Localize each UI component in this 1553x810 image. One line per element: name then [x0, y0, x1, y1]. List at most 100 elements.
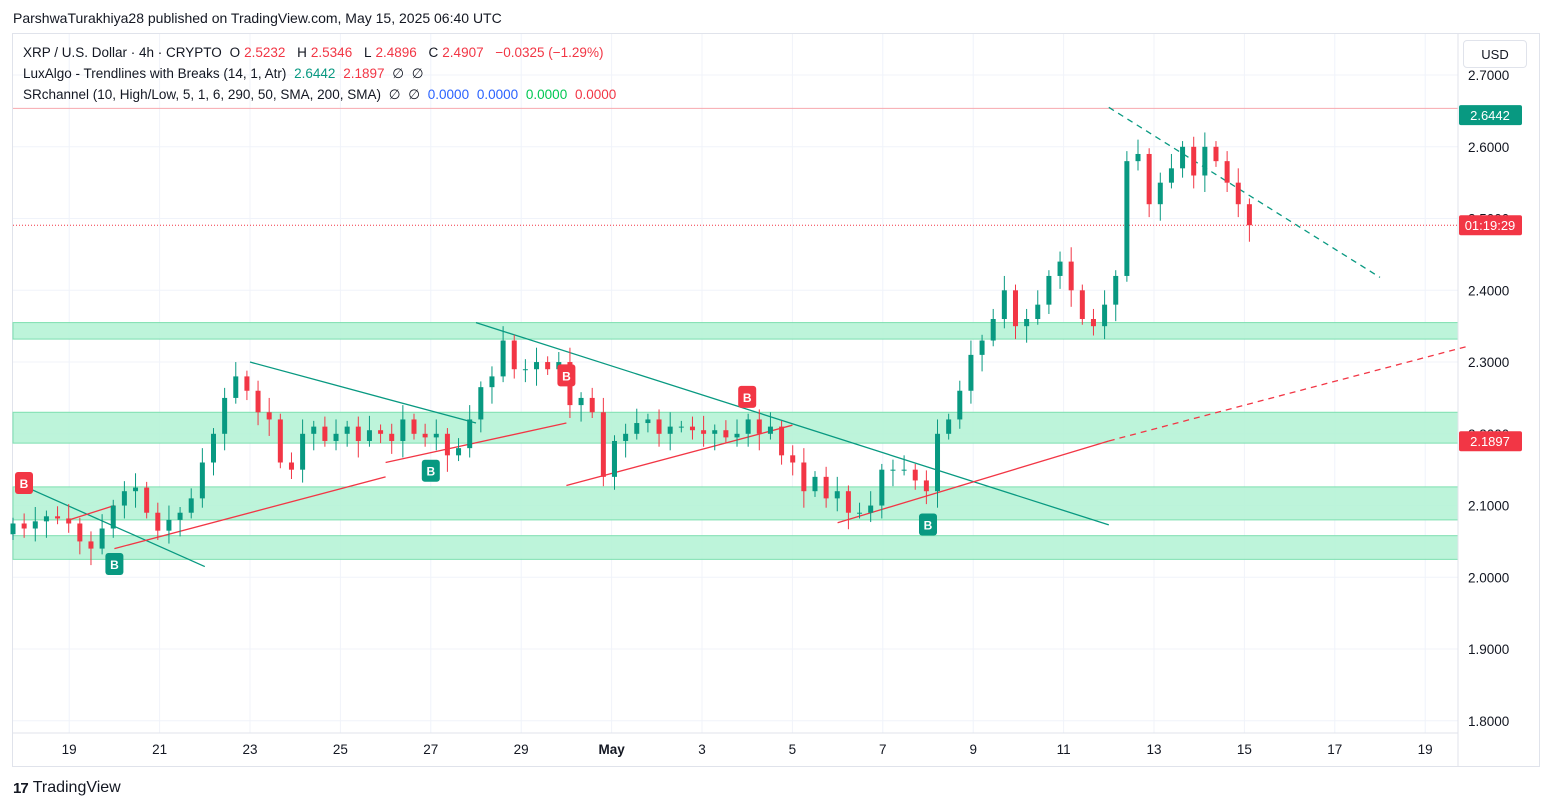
candle-up: [500, 340, 506, 377]
sr-zone: [12, 535, 1459, 560]
candle-down: [322, 426, 328, 441]
candle-up: [166, 519, 172, 531]
candle-up: [188, 498, 194, 513]
tradingview-logo[interactable]: 17 TradingView: [13, 779, 121, 797]
candle-up: [1102, 304, 1108, 327]
sr-value-1: 0.0000: [427, 87, 470, 102]
luxalgo-legend[interactable]: LuxAlgo - Trendlines with Breaks (14, 1,…: [23, 66, 428, 82]
candle-up: [522, 369, 528, 371]
bull-trendline: [837, 440, 1109, 524]
candle-up: [1157, 182, 1163, 205]
luxalgo-name[interactable]: LuxAlgo - Trendlines with Breaks (14, 1,…: [23, 66, 287, 81]
sr-value-2: 0.0000: [476, 87, 519, 102]
candle-up: [979, 340, 985, 355]
candle-down: [756, 419, 762, 434]
candle-up: [812, 476, 818, 492]
candle-down: [277, 419, 283, 463]
candle-up: [210, 433, 216, 463]
srchannel-legend[interactable]: SRchannel (10, High/Low, 5, 1, 6, 290, 5…: [23, 87, 620, 103]
bear-trendline: [475, 321, 1109, 526]
candle-up: [121, 491, 127, 506]
time-axis-label: 11: [1057, 742, 1071, 757]
candle-up: [1135, 153, 1141, 162]
sr-zone: [12, 322, 1459, 340]
price-axis-label: 2.6000: [1468, 140, 1509, 155]
candle-up: [467, 419, 473, 449]
candle-up: [623, 433, 629, 441]
candle-up: [233, 376, 239, 398]
candle-up: [344, 426, 350, 434]
sr-zones: [12, 322, 1459, 560]
price-axis-label: 2.0000: [1468, 570, 1509, 585]
candle-down: [378, 430, 384, 434]
price-tag-label: 01:19:29: [1465, 218, 1516, 233]
candle-down: [411, 419, 417, 434]
candle-up: [678, 426, 684, 428]
candle-down: [1012, 290, 1018, 327]
candle-down: [545, 362, 551, 370]
break-marker-label: B: [562, 369, 571, 383]
ohlc-close: C 2.4907: [428, 45, 484, 60]
candle-up: [433, 433, 439, 438]
candle-up: [1168, 168, 1174, 183]
candle-down: [66, 518, 72, 524]
candle-down: [155, 512, 161, 531]
bull-trendline: [69, 504, 115, 521]
candle-down: [444, 433, 450, 456]
candle-up: [767, 426, 773, 434]
candle-down: [1246, 204, 1252, 226]
bear-break-marker: [15, 471, 33, 494]
candle-down: [355, 426, 361, 441]
price-tag-label: 2.1897: [1470, 434, 1510, 449]
tradingview-icon: 17: [13, 779, 29, 797]
ohlc-open: O 2.5232: [229, 45, 286, 60]
time-axis-label: 15: [1237, 742, 1252, 757]
candle-down: [656, 419, 662, 434]
candle-down: [288, 462, 294, 470]
price-axis-label: 1.8000: [1468, 714, 1509, 729]
srchannel-name[interactable]: SRchannel (10, High/Low, 5, 1, 6, 290, 5…: [23, 87, 381, 102]
candle-down: [589, 397, 595, 413]
candle-up: [901, 469, 907, 471]
candle-down: [1068, 261, 1074, 291]
price-tags: 2.6442 01:19:29 2.1897: [1459, 105, 1522, 452]
candle-up: [745, 419, 751, 434]
time-axis-label: 19: [1418, 742, 1433, 757]
symbol-legend[interactable]: XRP / U.S. Dollar · 4h · CRYPTO O 2.5232 …: [23, 45, 607, 60]
candle-up: [99, 528, 105, 549]
candle-down: [1224, 161, 1230, 183]
price-change: −0.0325 (−1.29%): [495, 45, 604, 60]
candle-up: [1124, 161, 1130, 276]
time-axis-label: 23: [242, 742, 257, 757]
symbol-name[interactable]: XRP / U.S. Dollar · 4h · CRYPTO: [23, 45, 222, 60]
candle-up: [177, 512, 183, 520]
candle-down: [1235, 182, 1241, 205]
candle-down: [600, 412, 606, 477]
candle-up: [1202, 146, 1208, 176]
null-value-icon: ∅: [392, 66, 405, 81]
break-marker-label: B: [924, 519, 933, 533]
candle-down: [823, 476, 829, 499]
time-axis-label: 27: [423, 742, 438, 757]
candle-up: [478, 387, 484, 420]
candle-down: [1146, 153, 1152, 205]
candle-down: [1079, 290, 1085, 319]
chart-frame[interactable]: [12, 33, 1540, 767]
null-value-icon: ∅: [411, 66, 424, 81]
time-axis-label: 29: [514, 742, 529, 757]
price-axis-label: 2.7000: [1468, 68, 1509, 83]
bull-break-marker: [105, 553, 124, 576]
candle-up: [667, 426, 673, 434]
candle-up: [1035, 304, 1041, 319]
time-axis-label: 17: [1327, 742, 1342, 757]
candle-up: [1113, 275, 1119, 305]
ohlc-high: H 2.5346: [297, 45, 353, 60]
bull-trendline: [114, 476, 386, 550]
candle-down: [923, 480, 929, 492]
candle-up: [10, 523, 16, 535]
price-tag-label: 2.6442: [1470, 108, 1510, 123]
currency-button[interactable]: USD: [1463, 40, 1527, 68]
ohlc-low: L 2.4896: [363, 45, 417, 60]
break-marker-label: B: [110, 558, 119, 572]
